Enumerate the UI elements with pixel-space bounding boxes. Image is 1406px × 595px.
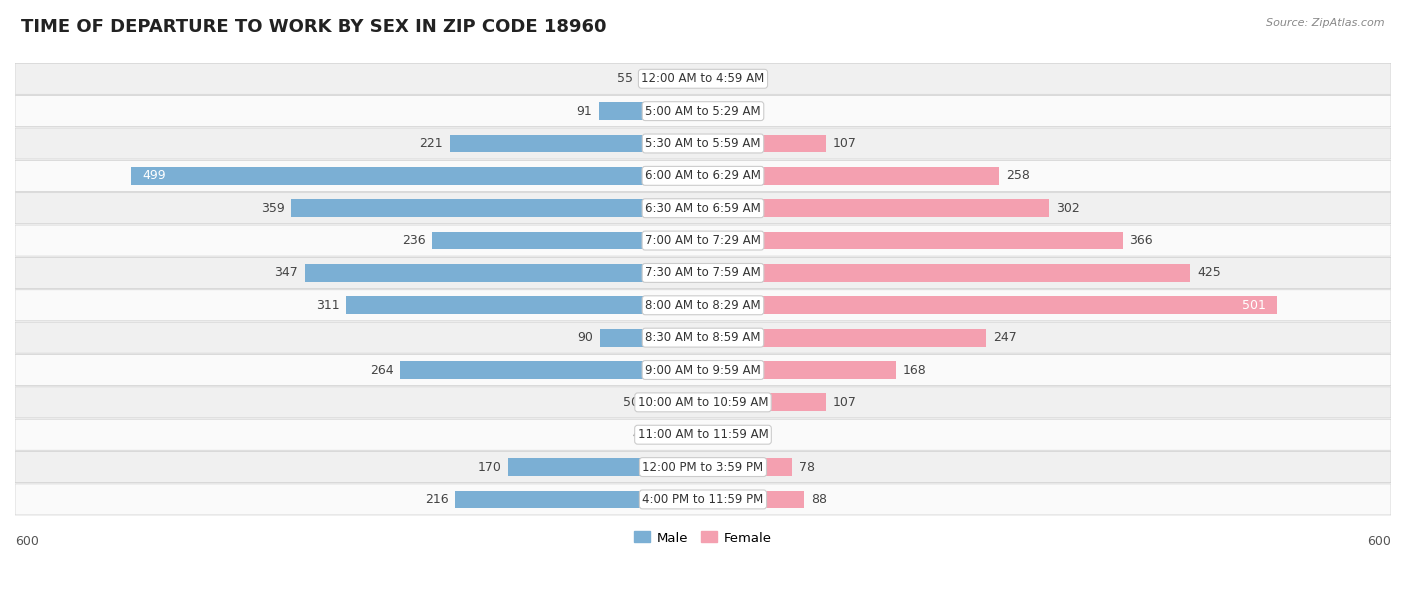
Bar [305, 264, 703, 282]
Bar [703, 167, 998, 185]
Text: Source: ZipAtlas.com: Source: ZipAtlas.com [1267, 18, 1385, 28]
Text: 366: 366 [1129, 234, 1153, 247]
Text: 16: 16 [728, 72, 744, 85]
FancyBboxPatch shape [15, 160, 1391, 192]
FancyBboxPatch shape [15, 258, 1391, 289]
Bar [703, 296, 1278, 314]
Bar [703, 329, 986, 346]
FancyBboxPatch shape [15, 63, 1391, 95]
FancyBboxPatch shape [15, 290, 1391, 321]
Bar [456, 490, 703, 508]
Text: 501: 501 [1241, 299, 1265, 312]
Bar [450, 134, 703, 152]
Bar [645, 393, 703, 411]
Text: 9:00 AM to 9:59 AM: 9:00 AM to 9:59 AM [645, 364, 761, 377]
Text: 5:00 AM to 5:29 AM: 5:00 AM to 5:29 AM [645, 105, 761, 118]
Text: 258: 258 [1005, 170, 1029, 182]
Text: 90: 90 [576, 331, 593, 344]
Bar [401, 361, 703, 379]
Bar [599, 102, 703, 120]
Text: 4:00 PM to 11:59 PM: 4:00 PM to 11:59 PM [643, 493, 763, 506]
Text: 6:00 AM to 6:29 AM: 6:00 AM to 6:29 AM [645, 170, 761, 182]
FancyBboxPatch shape [15, 419, 1391, 450]
FancyBboxPatch shape [15, 322, 1391, 353]
Text: 107: 107 [832, 137, 856, 150]
Bar [703, 490, 804, 508]
Text: TIME OF DEPARTURE TO WORK BY SEX IN ZIP CODE 18960: TIME OF DEPARTURE TO WORK BY SEX IN ZIP … [21, 18, 606, 36]
Text: 12:00 PM to 3:59 PM: 12:00 PM to 3:59 PM [643, 461, 763, 474]
Text: 600: 600 [1367, 535, 1391, 548]
Bar [703, 393, 825, 411]
Text: 8:00 AM to 8:29 AM: 8:00 AM to 8:29 AM [645, 299, 761, 312]
Bar [433, 231, 703, 249]
Text: 600: 600 [15, 535, 39, 548]
Text: 91: 91 [576, 105, 592, 118]
Text: 7:00 AM to 7:29 AM: 7:00 AM to 7:29 AM [645, 234, 761, 247]
Text: 107: 107 [832, 396, 856, 409]
Text: 78: 78 [800, 461, 815, 474]
Text: 88: 88 [811, 493, 827, 506]
Text: 347: 347 [274, 267, 298, 280]
Text: 8:30 AM to 8:59 AM: 8:30 AM to 8:59 AM [645, 331, 761, 344]
Bar [640, 70, 703, 87]
FancyBboxPatch shape [15, 484, 1391, 515]
Bar [703, 70, 721, 87]
Text: 236: 236 [402, 234, 426, 247]
Text: 216: 216 [425, 493, 449, 506]
Legend: Male, Female: Male, Female [628, 526, 778, 550]
Text: 247: 247 [993, 331, 1017, 344]
Text: 168: 168 [903, 364, 927, 377]
Bar [703, 361, 896, 379]
Bar [655, 426, 703, 444]
Bar [703, 458, 793, 476]
FancyBboxPatch shape [15, 96, 1391, 127]
Text: 170: 170 [477, 461, 501, 474]
FancyBboxPatch shape [15, 193, 1391, 224]
Text: 264: 264 [370, 364, 394, 377]
Bar [703, 231, 1122, 249]
FancyBboxPatch shape [15, 355, 1391, 386]
Text: 10:00 AM to 10:59 AM: 10:00 AM to 10:59 AM [638, 396, 768, 409]
Text: 499: 499 [142, 170, 166, 182]
Text: 0: 0 [710, 428, 718, 441]
FancyBboxPatch shape [15, 225, 1391, 256]
Text: 302: 302 [1056, 202, 1080, 215]
Text: 42: 42 [633, 428, 648, 441]
Text: 5:30 AM to 5:59 AM: 5:30 AM to 5:59 AM [645, 137, 761, 150]
Bar [703, 199, 1049, 217]
Bar [703, 134, 825, 152]
FancyBboxPatch shape [15, 128, 1391, 159]
Text: 50: 50 [623, 396, 638, 409]
Text: 425: 425 [1198, 267, 1220, 280]
Text: 311: 311 [316, 299, 339, 312]
Text: 221: 221 [419, 137, 443, 150]
Text: 12:00 AM to 4:59 AM: 12:00 AM to 4:59 AM [641, 72, 765, 85]
Text: 7:30 AM to 7:59 AM: 7:30 AM to 7:59 AM [645, 267, 761, 280]
Text: 0: 0 [710, 105, 718, 118]
FancyBboxPatch shape [15, 452, 1391, 483]
Bar [703, 264, 1191, 282]
Bar [600, 329, 703, 346]
Text: 359: 359 [260, 202, 284, 215]
Bar [131, 167, 703, 185]
Bar [291, 199, 703, 217]
Text: 11:00 AM to 11:59 AM: 11:00 AM to 11:59 AM [638, 428, 768, 441]
Text: 6:30 AM to 6:59 AM: 6:30 AM to 6:59 AM [645, 202, 761, 215]
Text: 55: 55 [617, 72, 633, 85]
Bar [508, 458, 703, 476]
FancyBboxPatch shape [15, 387, 1391, 418]
Bar [346, 296, 703, 314]
